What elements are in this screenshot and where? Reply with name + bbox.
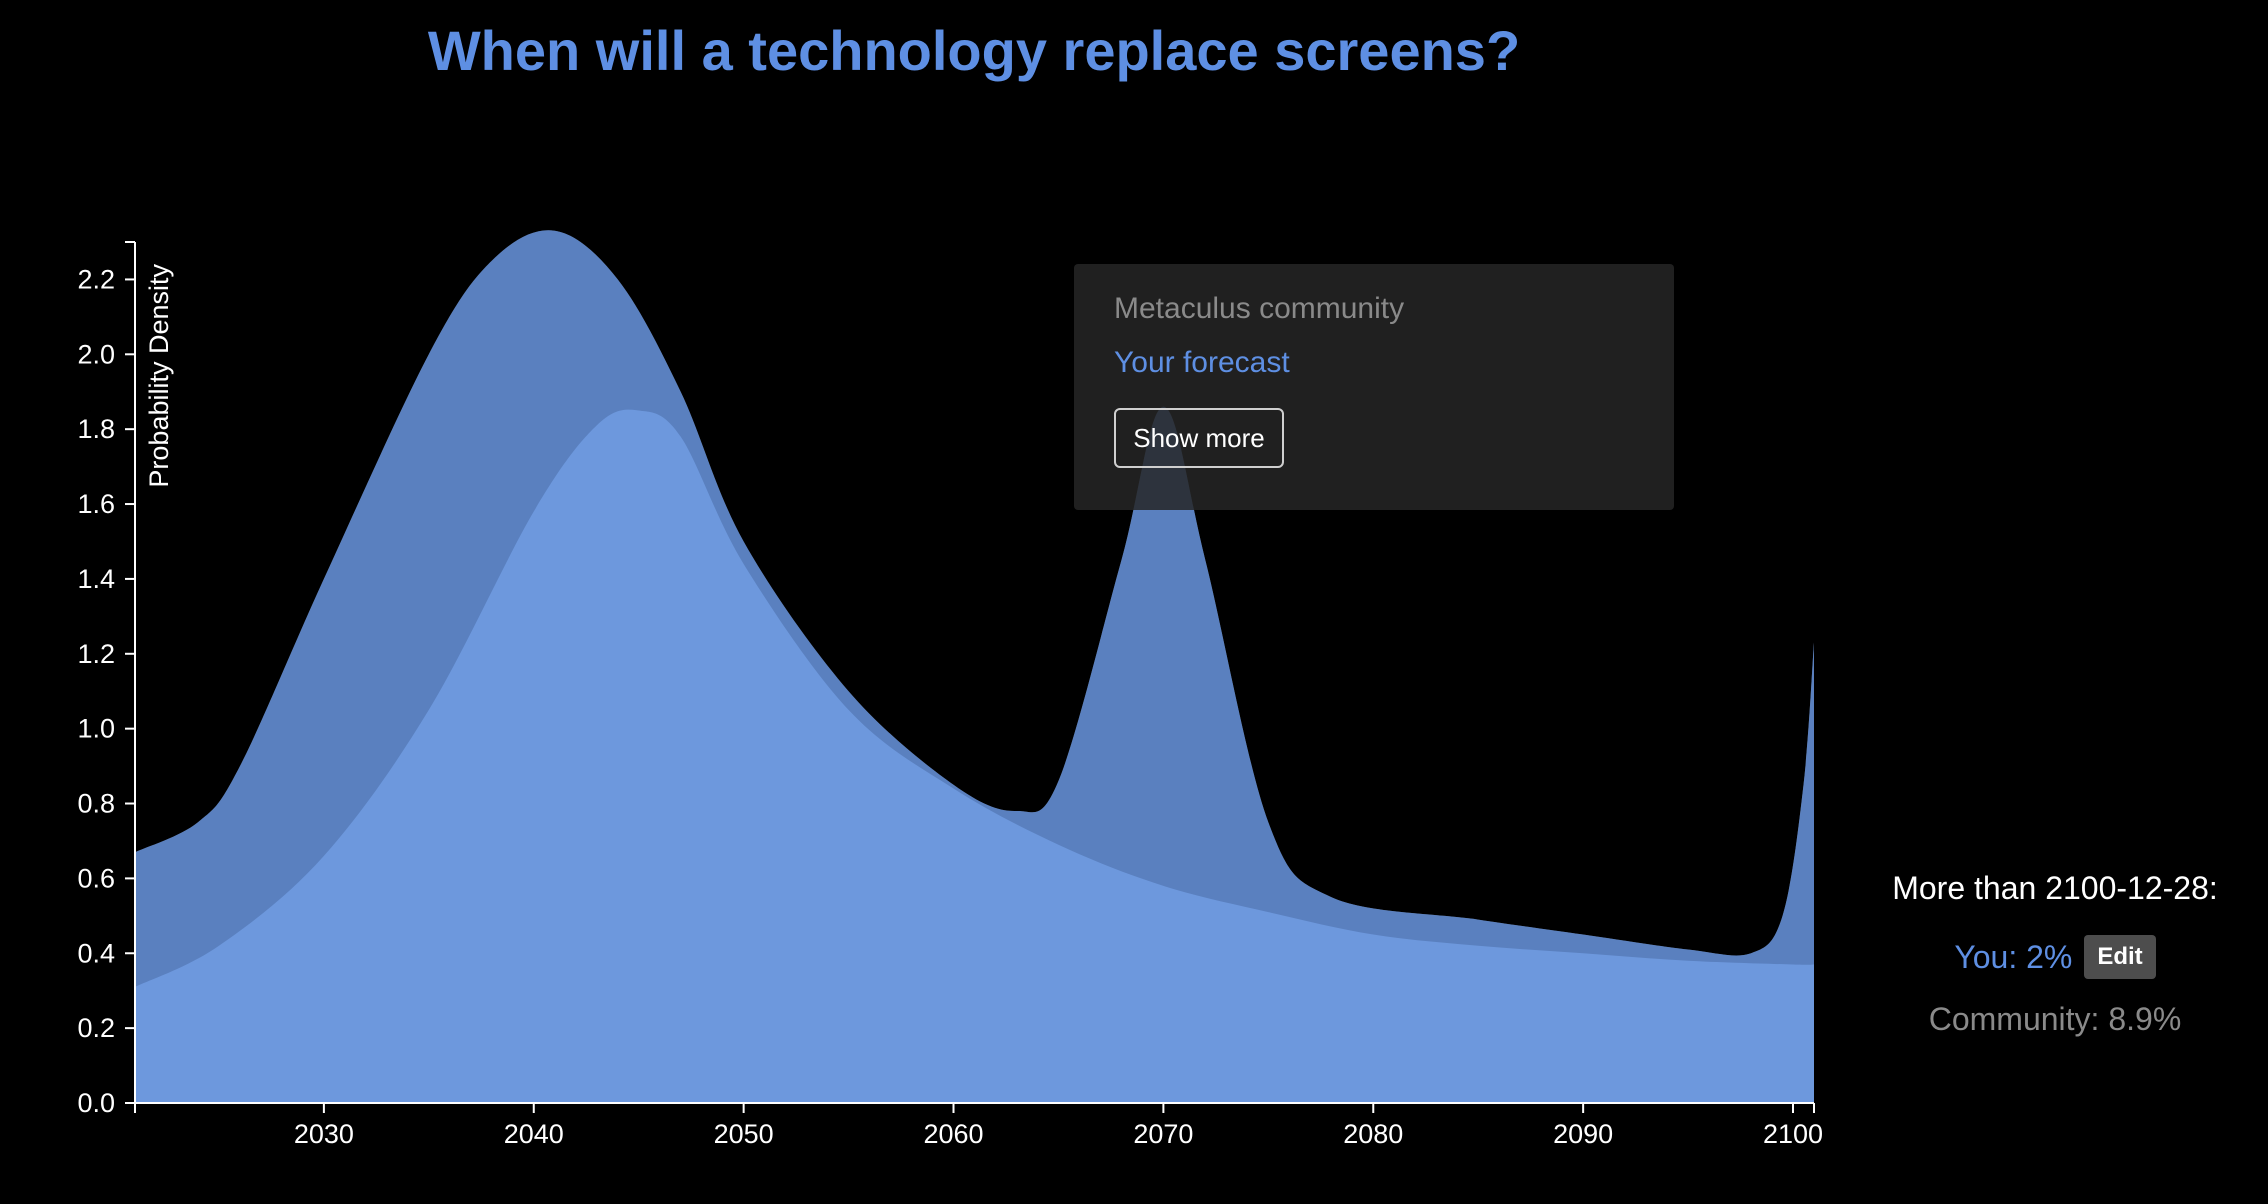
y-tick-label: 0.0 (77, 1088, 115, 1118)
x-tick-label: 2080 (1343, 1119, 1403, 1149)
y-tick-label: 0.4 (77, 938, 115, 968)
x-tick-label: 2100 (1763, 1119, 1823, 1149)
axes-layer: 0.0 0.2 0.4 0.6 0.8 1.0 1.2 1.4 1.6 1.8 2.0 2.2 2030… (77, 241, 1823, 1149)
series-layer (135, 230, 1814, 1104)
y-axis-label: Probability Density (144, 264, 174, 488)
you-value-label: You: 2% (1954, 938, 2073, 975)
x-tick-label: 2060 (923, 1119, 983, 1149)
x-tick-label: 2040 (504, 1119, 564, 1149)
y-tick-label: 1.2 (77, 639, 115, 669)
show-more-button[interactable]: Show more (1114, 408, 1284, 468)
edit-button[interactable]: Edit (2084, 935, 2156, 979)
y-tick-label: 1.4 (77, 564, 115, 594)
legend-box: Metaculus community Your forecast Show m… (1074, 264, 1674, 510)
x-tick-label: 2050 (714, 1119, 774, 1149)
x-tick-label: 2090 (1553, 1119, 1613, 1149)
legend-community-label[interactable]: Metaculus community (1114, 292, 1405, 325)
y-tick-label: 0.6 (77, 863, 115, 893)
y-tick-label: 0.8 (77, 789, 115, 819)
y-tick-label: 2.0 (77, 339, 115, 369)
side-panel: More than 2100-12-28: You: 2% Edit Commu… (1860, 870, 2250, 1038)
y-tick-label: 1.0 (77, 714, 115, 744)
legend-your-forecast-label[interactable]: Your forecast (1114, 346, 1290, 379)
community-value-label: Community: 8.9% (1928, 1001, 2182, 1037)
y-tick-label: 2.2 (77, 264, 115, 294)
x-tick-label: 2030 (294, 1119, 354, 1149)
your-forecast-area (135, 409, 1814, 1104)
side-heading: More than 2100-12-28: (1892, 870, 2218, 906)
y-tick-label: 1.8 (77, 414, 115, 444)
y-tick-label: 1.6 (77, 489, 115, 519)
you-row: You: 2% Edit (1860, 935, 2250, 979)
x-tick-label: 2070 (1133, 1119, 1193, 1149)
page-title: When will a technology replace screens? (427, 19, 1521, 82)
y-tick-label: 0.2 (77, 1013, 115, 1043)
